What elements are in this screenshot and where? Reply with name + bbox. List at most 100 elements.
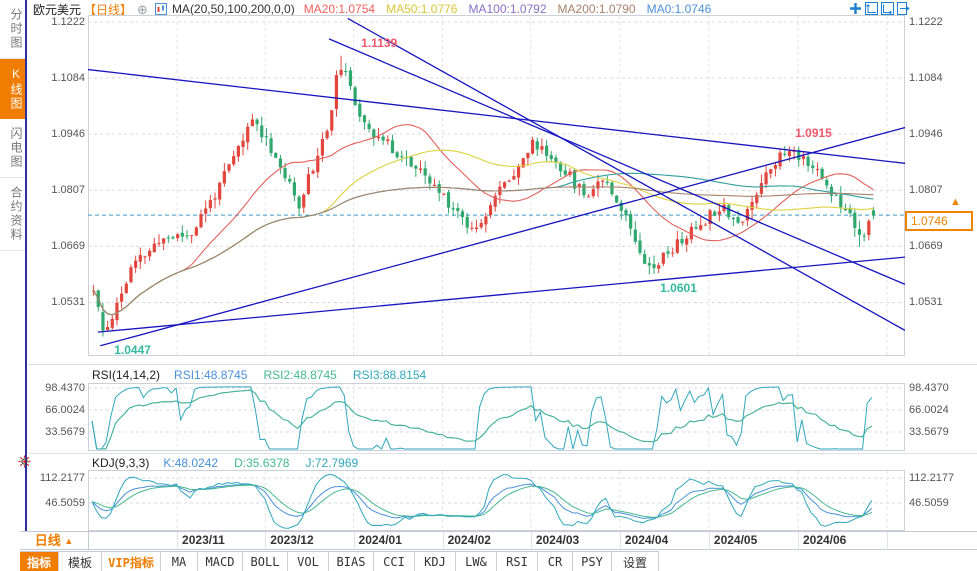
- kdj-tick-left-1: 112.2177: [39, 471, 85, 484]
- pan-right-icon[interactable]: [897, 2, 910, 15]
- rsi-tick-left-2: 66.0024: [45, 403, 85, 416]
- candlestick-chart[interactable]: [88, 15, 905, 356]
- kdj-pane-header: KDJ(9,3,3) K:48.0242 D:35.6378 J:72.7969: [92, 456, 358, 470]
- toolbar-item-VIP[interactable]: VIP指标: [102, 552, 161, 571]
- pane-separator: [29, 364, 977, 365]
- toolbar-item-BIAS[interactable]: BIAS: [329, 552, 374, 571]
- chart-header: 欧元美元 【日线】 ⊕ MA(20,50,100,200,0,0) MA20:1…: [33, 1, 711, 17]
- toolbar-item-tab-0[interactable]: 指标: [20, 552, 59, 571]
- kdj-svg[interactable]: [88, 470, 905, 531]
- price-tick-right-2: 1.1084: [909, 71, 943, 84]
- ma-readouts: MA20:1.0754 MA50:1.0776 MA100:1.0792 MA200:…: [304, 2, 712, 16]
- chart-tool-icons: [849, 2, 910, 15]
- kdj-pane-plot[interactable]: [88, 470, 905, 531]
- price-tick-left-6: 1.0531: [51, 295, 85, 308]
- rsi-pane-plot[interactable]: [88, 383, 905, 451]
- price-tick-left-1: 1.1222: [51, 15, 85, 28]
- period-tag: 【日线】: [84, 2, 133, 17]
- price-up-arrow: ▲: [950, 196, 961, 208]
- price-tick-right-3: 1.0946: [909, 127, 943, 140]
- date-cell-border: [619, 532, 621, 550]
- toolbar-item-KDJ[interactable]: KDJ: [415, 552, 456, 571]
- kdj-readout-2: D:35.6378: [234, 456, 290, 470]
- price-annotation-1.0601: 1.0601: [660, 281, 697, 296]
- price-tick-right-5: 1.0669: [909, 239, 943, 252]
- ma-readout-5: MA0:1.0746: [646, 2, 712, 16]
- price-tick-left-4: 1.0807: [51, 183, 85, 196]
- add-favorite-icon[interactable]: ⊕: [137, 1, 148, 17]
- price-annotation-1.1139: 1.1139: [361, 35, 398, 50]
- crosshair-icon[interactable]: [849, 2, 862, 15]
- kdj-tick-right-1: 112.2177: [909, 471, 955, 484]
- date-cell-border: [887, 532, 889, 550]
- toolbar-item-tab-1[interactable]: 模板: [59, 552, 102, 571]
- toolbar-item-VOL[interactable]: VOL: [288, 552, 329, 571]
- toolbar-item-MA[interactable]: MA: [161, 552, 198, 571]
- period-selector-arrow-icon: ▲: [64, 536, 74, 546]
- month-label-2024-05: 2024/05: [713, 533, 758, 547]
- indicator-alert-icon[interactable]: [18, 455, 31, 468]
- toolbar-item-CCI[interactable]: CCI: [374, 552, 415, 571]
- month-label-2024-03: 2024/03: [535, 533, 580, 547]
- period-selector-label: 日线: [34, 533, 61, 548]
- kdj-tick-left-2: 46.5059: [45, 496, 85, 509]
- price-tick-right-4: 1.0807: [909, 183, 943, 196]
- ma-readout-2: MA50:1.0776: [386, 2, 458, 16]
- toolbar-item-BOLL[interactable]: BOLL: [243, 552, 288, 571]
- rsi-tick-left-3: 33.5679: [45, 425, 85, 438]
- kdj-readout-1: K:48.0242: [163, 456, 219, 470]
- date-cell-border: [442, 532, 444, 550]
- price-annotation-1.0447: 1.0447: [114, 342, 151, 357]
- ma-settings-label: MA(20,50,100,200,0,0): [171, 2, 295, 16]
- price-tick-left-5: 1.0669: [51, 239, 85, 252]
- kdj-readouts: K:48.0242 D:35.6378 J:72.7969: [163, 456, 358, 470]
- fit-y-axis-icon[interactable]: [881, 2, 894, 15]
- ma-indicator-icon[interactable]: [154, 3, 167, 15]
- ma-readout-1: MA20:1.0754: [303, 2, 376, 16]
- rsi-readout-1: RSI1:48.8745: [174, 368, 248, 382]
- price-tick-right-1: 1.1222: [909, 15, 943, 28]
- price-tick-left-3: 1.0946: [51, 127, 85, 140]
- fit-x-axis-icon[interactable]: [865, 2, 878, 15]
- toolbar-item-CR[interactable]: CR: [538, 552, 573, 571]
- price-tick-right-6: 1.0531: [909, 295, 943, 308]
- current-price-tag: 1.0746: [905, 211, 973, 231]
- month-label-2024-06: 2024/06: [802, 533, 847, 547]
- kdj-title: KDJ(9,3,3): [92, 456, 150, 470]
- date-cell-border: [797, 532, 799, 550]
- rsi-tick-right-3: 33.5679: [909, 425, 949, 438]
- rsi-tick-right-2: 66.0024: [909, 403, 949, 416]
- pane-separator: [29, 453, 977, 454]
- toolbar-item-PSY[interactable]: PSY: [573, 552, 612, 571]
- indicator-toolbar: 指标 模板 VIP指标 MA MACD BOLL VOL BIAS CCI KDJ LW& RSI CR…: [20, 551, 659, 571]
- toolbar-item-LW[interactable]: LW&: [456, 552, 497, 571]
- ma-readout-3: MA100:1.0792: [468, 2, 547, 16]
- sidebar-item-3[interactable]: 闪电图: [0, 119, 25, 178]
- month-label-2023-11: 2023/11: [182, 533, 225, 547]
- month-label-2024-01: 2024/01: [358, 533, 402, 547]
- rsi-title: RSI(14,14,2): [92, 368, 161, 382]
- toolbar-item-MACD[interactable]: MACD: [198, 552, 243, 571]
- date-cell-border: [353, 532, 355, 550]
- chart-type-sidebar: 分时图 K线图 闪电图 合约资料: [0, 0, 27, 531]
- period-selector-button[interactable]: 日线 ▲: [20, 532, 89, 550]
- sidebar-item-4[interactable]: 合约资料: [0, 178, 25, 251]
- date-cell-border: [177, 532, 179, 550]
- sidebar-item-2[interactable]: K线图: [0, 59, 25, 119]
- rsi-svg[interactable]: [88, 383, 905, 451]
- rsi-readouts: RSI1:48.8745 RSI2:48.8745 RSI3:88.8154: [174, 368, 426, 382]
- date-cell-border: [530, 532, 532, 550]
- ma-readout-4: MA200:1.0790: [557, 2, 636, 16]
- main-chart-svg[interactable]: [88, 15, 905, 356]
- month-label-2023-12: 2023/12: [270, 533, 314, 547]
- date-cell-border: [708, 532, 710, 550]
- rsi-tick-right-1: 98.4370: [909, 381, 949, 394]
- sidebar-item-1[interactable]: 分时图: [0, 0, 25, 59]
- rsi-tick-left-1: 98.4370: [45, 381, 85, 394]
- toolbar-item-RSI[interactable]: RSI: [497, 552, 538, 571]
- toolbar-item-tab-14[interactable]: 设置: [612, 552, 659, 571]
- month-label-2024-04: 2024/04: [624, 533, 669, 547]
- kdj-tick-right-2: 46.5059: [909, 496, 949, 509]
- symbol-name: 欧元美元: [33, 2, 82, 17]
